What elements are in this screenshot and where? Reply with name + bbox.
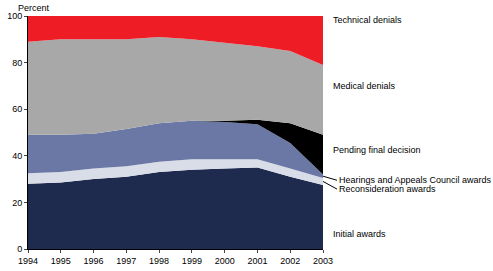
svg-text:1997: 1997 [116, 256, 136, 266]
svg-text:2002: 2002 [280, 256, 300, 266]
svg-text:1996: 1996 [84, 256, 104, 266]
svg-text:40: 40 [12, 151, 22, 161]
svg-text:1995: 1995 [51, 256, 71, 266]
svg-text:Pending final decision: Pending final decision [333, 145, 421, 155]
svg-text:2001: 2001 [247, 256, 267, 266]
svg-text:2003: 2003 [313, 256, 333, 266]
svg-text:Percent: Percent [18, 3, 50, 13]
svg-text:20: 20 [12, 198, 22, 208]
svg-text:Reconsideration awards: Reconsideration awards [339, 184, 436, 194]
svg-text:0: 0 [17, 244, 22, 254]
svg-text:60: 60 [12, 104, 22, 114]
svg-text:1998: 1998 [149, 256, 169, 266]
svg-text:Initial awards: Initial awards [333, 229, 386, 239]
svg-text:Medical denials: Medical denials [333, 81, 396, 91]
svg-text:1999: 1999 [182, 256, 202, 266]
svg-text:80: 80 [12, 58, 22, 68]
svg-text:1994: 1994 [18, 256, 38, 266]
svg-text:Technical denials: Technical denials [333, 15, 402, 25]
svg-text:100: 100 [7, 11, 22, 21]
svg-text:Hearings and Appeals Council a: Hearings and Appeals Council awards [339, 175, 492, 185]
svg-text:2000: 2000 [215, 256, 235, 266]
